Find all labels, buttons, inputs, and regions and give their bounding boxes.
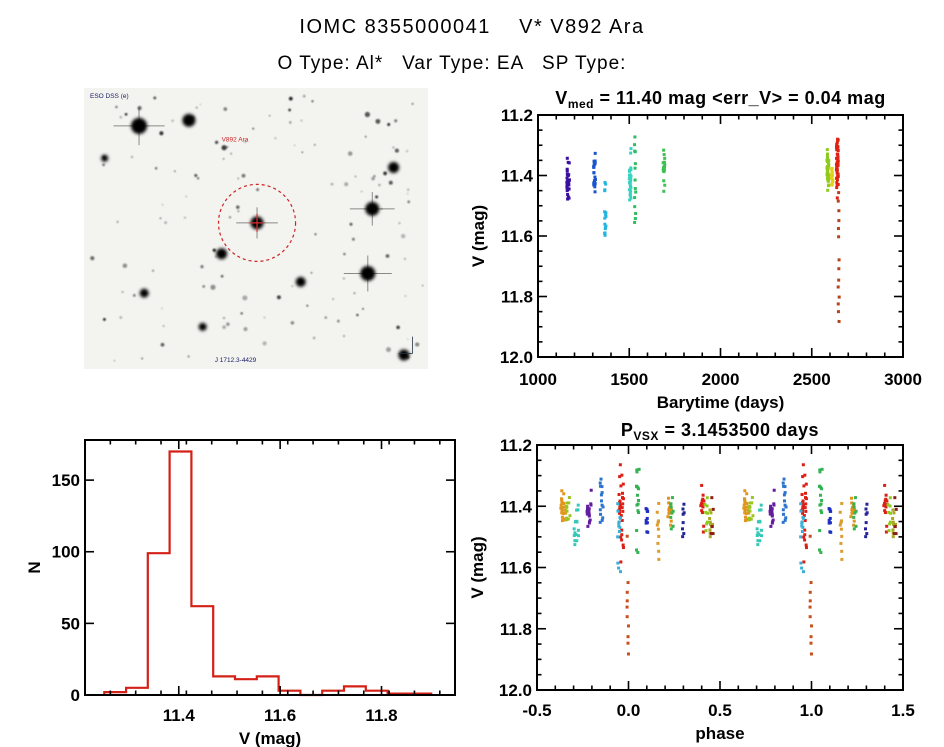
svg-text:100: 100 bbox=[52, 543, 80, 562]
svg-text:3000: 3000 bbox=[884, 370, 922, 389]
page-title: IOMC 8355000041 V* V892 Ara bbox=[299, 16, 645, 38]
svg-text:1000: 1000 bbox=[519, 370, 557, 389]
svg-text:11.4: 11.4 bbox=[500, 497, 533, 516]
svg-text:1.5: 1.5 bbox=[891, 701, 915, 720]
axes bbox=[536, 444, 904, 691]
svg-text:11.2: 11.2 bbox=[500, 436, 532, 455]
axes bbox=[84, 439, 456, 696]
svg-text:50: 50 bbox=[61, 614, 80, 633]
svg-text:11.8: 11.8 bbox=[501, 288, 533, 307]
svg-text:2500: 2500 bbox=[793, 370, 831, 389]
svg-text:0.5: 0.5 bbox=[708, 701, 732, 720]
histogram-svg: 11.4 11.6 11.8 0 50 100 150 V (mag) N bbox=[28, 439, 456, 747]
finder-target-label: V892 Ara bbox=[222, 136, 249, 143]
svg-text:12.0: 12.0 bbox=[500, 348, 533, 367]
svg-text:11.4: 11.4 bbox=[501, 167, 534, 186]
svg-text:11.8: 11.8 bbox=[500, 620, 532, 639]
svg-text:150: 150 bbox=[52, 471, 80, 490]
tick-labels: 11.4 11.6 11.8 0 50 100 150 bbox=[52, 471, 398, 725]
y-axis-label: V (mag) bbox=[470, 536, 487, 598]
svg-text:2000: 2000 bbox=[702, 370, 740, 389]
histogram-outline bbox=[103, 450, 433, 697]
magnitude-histogram-plot: 11.4 11.6 11.8 0 50 100 150 V (mag) N bbox=[28, 423, 470, 747]
phase-folded-plot: -0.5 0.0 0.5 1.0 1.5 11.2 11.4 11.6 11.8 12.0 phas… bbox=[470, 413, 944, 747]
tick-labels: -0.5 0.0 0.5 1.0 1.5 11.2 11.4 11.6 11.8 12.0 bbox=[499, 436, 915, 720]
y-axis-label: N bbox=[28, 561, 44, 573]
svg-text:11.6: 11.6 bbox=[264, 706, 296, 725]
svg-text:0: 0 bbox=[71, 686, 80, 705]
svg-text:1500: 1500 bbox=[610, 370, 648, 389]
finder-corner-label: ESO DSS (e) bbox=[90, 93, 129, 100]
x-axis-label: Barytime (days) bbox=[657, 393, 785, 412]
axes bbox=[537, 114, 904, 358]
finder-bottom-label: J 1712.3-4429 bbox=[215, 357, 257, 364]
svg-text:12.0: 12.0 bbox=[499, 681, 532, 700]
svg-text:11.8: 11.8 bbox=[365, 706, 397, 725]
target-circle bbox=[217, 183, 297, 263]
lightcurve-svg: 1000 1500 2000 2500 3000 11.2 11.4 11.6 11.8 12.0… bbox=[470, 88, 922, 412]
x-axis-label: phase bbox=[695, 724, 744, 743]
svg-text:0.0: 0.0 bbox=[617, 701, 641, 720]
svg-text:-0.5: -0.5 bbox=[522, 701, 551, 720]
lightcurve-plot: 1000 1500 2000 2500 3000 11.2 11.4 11.6 11.8 12.0… bbox=[470, 85, 944, 415]
svg-text:11.6: 11.6 bbox=[500, 559, 532, 578]
plot-title: PVSX = 3.1453500 days bbox=[621, 420, 819, 443]
page-subtitle: O Type: Al* Var Type: EA SP Type: bbox=[277, 53, 627, 74]
x-axis-label: V (mag) bbox=[239, 729, 301, 747]
tick-labels: 1000 1500 2000 2500 3000 11.2 11.4 11.6 11.8 12.0 bbox=[500, 106, 922, 389]
svg-text:11.4: 11.4 bbox=[163, 706, 196, 725]
data-points bbox=[559, 463, 898, 656]
compass-icon bbox=[398, 336, 413, 354]
svg-text:1.0: 1.0 bbox=[800, 701, 824, 720]
plot-title: Vmed = 11.40 mag <err_V> = 0.04 mag bbox=[555, 88, 885, 111]
finder-svg: ESO DSS (e) V892 Ara J 1712.3-4429 bbox=[84, 88, 428, 369]
finder-chart-image: ESO DSS (e) V892 Ara J 1712.3-4429 bbox=[84, 88, 428, 369]
y-axis-label: V (mag) bbox=[470, 205, 488, 267]
phase-svg: -0.5 0.0 0.5 1.0 1.5 11.2 11.4 11.6 11.8 12.0 phas… bbox=[470, 420, 915, 743]
data-points bbox=[565, 135, 841, 323]
svg-text:11.6: 11.6 bbox=[501, 227, 533, 246]
svg-text:11.2: 11.2 bbox=[501, 106, 533, 125]
